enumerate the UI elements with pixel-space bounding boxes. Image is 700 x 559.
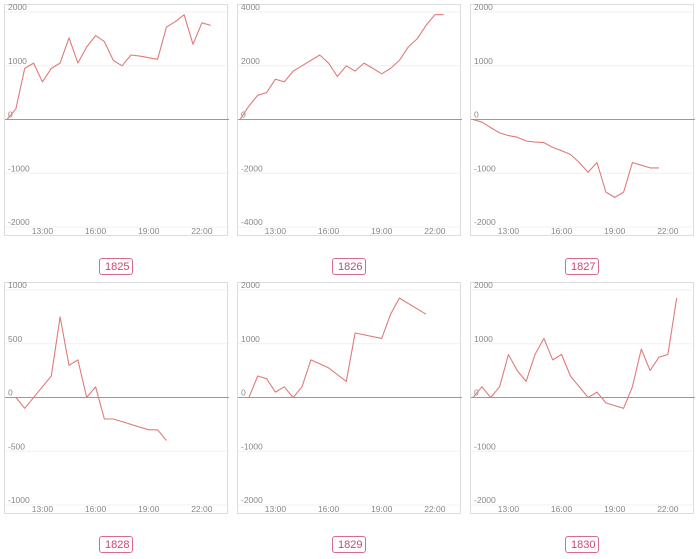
y-tick-label: -2000 xyxy=(8,217,30,227)
x-tick-label: 16:00 xyxy=(551,504,573,514)
series-line-1829 xyxy=(240,297,427,399)
y-tick-label: 1000 xyxy=(474,56,493,66)
series-line-1830 xyxy=(472,298,678,409)
chart-panel-1825: 2000 1000 0 -1000 -2000 13:00 16:00 19:00 22:00 xyxy=(4,2,229,236)
y-tick-label: 0 xyxy=(474,110,479,120)
chart-panel-1830: 2000 1000 0 -1000 -2000 13:00 16:00 19:00 22:00 xyxy=(470,280,695,514)
y-tick-label: -1000 xyxy=(474,441,496,451)
y-tick-label: 2000 xyxy=(241,56,260,66)
y-tick-label: -1000 xyxy=(474,163,496,173)
x-tick-label: 13:00 xyxy=(265,226,287,236)
chart-label-badge[interactable]: 1829 xyxy=(332,536,366,553)
chart-label-badge[interactable]: 1830 xyxy=(565,536,599,553)
chart-label-badge[interactable]: 1826 xyxy=(332,258,366,275)
x-tick-label: 22:00 xyxy=(424,226,446,236)
y-tick-label: -2000 xyxy=(241,495,263,505)
x-tick-label: 19:00 xyxy=(604,226,626,236)
y-tick-label: -500 xyxy=(8,441,25,451)
x-tick-label: 22:00 xyxy=(191,226,213,236)
chart-panel-1828: 1000 500 0 -500 -1000 13:00 16:00 19:00 22:00 xyxy=(4,280,229,514)
y-tick-label: -1000 xyxy=(241,441,263,451)
y-tick-label: 1000 xyxy=(241,334,260,344)
series-line-1828 xyxy=(7,316,167,441)
x-tick-label: 13:00 xyxy=(265,504,287,514)
series-line-1826 xyxy=(239,14,444,120)
y-tick-label: 4000 xyxy=(241,2,260,12)
y-tick-label: 0 xyxy=(241,388,246,398)
y-tick-label: -4000 xyxy=(241,217,263,227)
series-line-1825 xyxy=(6,14,211,120)
y-tick-label: 500 xyxy=(8,334,22,344)
x-tick-label: 19:00 xyxy=(138,504,160,514)
x-tick-label: 13:00 xyxy=(32,226,54,236)
y-tick-label: 2000 xyxy=(8,2,27,12)
x-tick-label: 16:00 xyxy=(85,504,107,514)
chart-panel-1827: 2000 1000 0 -1000 -2000 13:00 16:00 19:00 22:00 xyxy=(470,2,695,236)
x-tick-label: 16:00 xyxy=(551,226,573,236)
y-tick-label: 0 xyxy=(8,388,13,398)
chart-label-badge[interactable]: 1825 xyxy=(99,258,133,275)
chart-label-badge[interactable]: 1827 xyxy=(565,258,599,275)
y-tick-label: -2000 xyxy=(474,495,496,505)
x-tick-label: 22:00 xyxy=(657,504,679,514)
x-tick-label: 19:00 xyxy=(138,226,160,236)
y-tick-label: -1000 xyxy=(8,163,30,173)
y-tick-label: -2000 xyxy=(474,217,496,227)
y-tick-label: 2000 xyxy=(474,280,493,290)
series-line-1827 xyxy=(472,118,659,198)
x-tick-label: 16:00 xyxy=(85,226,107,236)
x-tick-label: 16:00 xyxy=(318,226,340,236)
y-tick-label: 2000 xyxy=(474,2,493,12)
chart-panel-1826: 4000 2000 0 -2000 -4000 13:00 16:00 19:00 22:00 xyxy=(237,2,462,236)
y-tick-label: -2000 xyxy=(241,163,263,173)
y-tick-label: 1000 xyxy=(474,334,493,344)
x-tick-label: 13:00 xyxy=(498,504,520,514)
x-tick-label: 22:00 xyxy=(191,504,213,514)
x-tick-label: 16:00 xyxy=(318,504,340,514)
y-tick-label: -1000 xyxy=(8,495,30,505)
chart-panel-1829: 2000 1000 0 -1000 -2000 13:00 16:00 19:00 22:00 xyxy=(237,280,462,514)
x-tick-label: 19:00 xyxy=(371,504,393,514)
x-tick-label: 13:00 xyxy=(32,504,54,514)
y-tick-label: 2000 xyxy=(241,280,260,290)
x-tick-label: 19:00 xyxy=(604,504,626,514)
x-tick-label: 22:00 xyxy=(424,504,446,514)
chart-label-badge[interactable]: 1828 xyxy=(99,536,133,553)
x-tick-label: 13:00 xyxy=(498,226,520,236)
y-tick-label: 1000 xyxy=(8,56,27,66)
x-tick-label: 22:00 xyxy=(657,226,679,236)
y-tick-label: 1000 xyxy=(8,280,27,290)
x-tick-label: 19:00 xyxy=(371,226,393,236)
